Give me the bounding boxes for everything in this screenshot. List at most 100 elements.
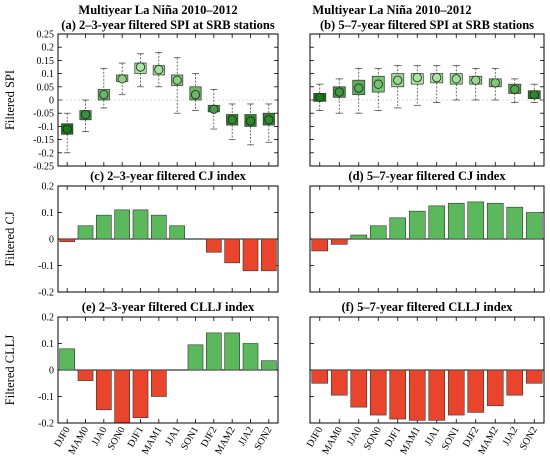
mean-marker-JJA2 <box>245 116 256 126</box>
panel-title: (d) 5–7-year filtered CJ index <box>348 169 506 183</box>
bar-MAM1 <box>408 210 426 240</box>
mean-marker-MAM0 <box>334 87 344 97</box>
mean-marker-SON1 <box>451 74 461 84</box>
mean-marker-JJA2 <box>510 84 520 95</box>
y-tick-label: 0 <box>49 235 54 246</box>
bar-DJF0 <box>59 348 75 371</box>
mean-marker-JJA0 <box>99 90 109 100</box>
bar-JJA2 <box>242 343 259 371</box>
mean-marker-DJF0 <box>62 124 72 134</box>
y-tick-label: 0.1 <box>42 208 55 219</box>
bar-SON2 <box>261 238 277 272</box>
y-tick-label: 0 <box>49 96 54 107</box>
y-tick-label: -0.1 <box>38 392 54 403</box>
bar-SON0 <box>114 369 130 424</box>
x-tick-label: SON0 <box>106 425 128 452</box>
x-tick-label: SON2 <box>252 425 274 452</box>
mean-marker-DJF1 <box>393 75 403 85</box>
x-tick-label: SON0 <box>362 425 384 452</box>
bar-SON1 <box>447 202 465 240</box>
y-tick-label: -0.25 <box>33 162 54 173</box>
panel-title: (b) 5–7-year filtered SPI at SRB station… <box>320 18 534 32</box>
panel-title: (f) 5–7-year filtered CLLJ index <box>341 300 513 314</box>
x-tick-label: JJA1 <box>423 425 443 448</box>
y-tick-label: 0.1 <box>42 69 55 80</box>
mean-marker-SON0 <box>117 74 127 84</box>
panel-title: (c) 2–3-year filtered CJ index <box>90 169 246 183</box>
y-tick-label: 0.1 <box>42 339 55 350</box>
panels: (a) 2–3-year filtered SPI at SRB station… <box>3 18 545 456</box>
bar-SON1 <box>187 344 204 371</box>
bar-SON2 <box>261 360 277 371</box>
y-axis-label: Filtered SPI <box>3 70 17 130</box>
bar-DJF0 <box>59 238 75 242</box>
y-tick-label: -0.1 <box>38 261 54 272</box>
plot-frame <box>309 316 545 424</box>
y-tick-label: -0.05 <box>33 109 54 120</box>
bar-SON2 <box>525 369 543 384</box>
y-tick-label: -0.1 <box>38 122 54 133</box>
y-tick-label: -0.2 <box>38 288 54 299</box>
mean-marker-MAM1 <box>154 65 164 75</box>
y-tick-label: -0.2 <box>38 148 54 159</box>
mean-marker-MAM2 <box>490 78 500 88</box>
bar-DJF1 <box>132 209 149 240</box>
y-tick-label: 0.25 <box>37 30 55 41</box>
y-tick-label: -0.15 <box>33 135 54 146</box>
plot-frame <box>309 33 545 167</box>
x-tick-label: SON1 <box>179 425 201 452</box>
bar-DJF2 <box>467 201 485 240</box>
x-tick-label: SON2 <box>518 425 540 452</box>
bar-DJF0 <box>311 238 329 252</box>
y-tick-label: 0.2 <box>42 313 55 324</box>
bar-MAM2 <box>486 202 504 240</box>
mean-marker-SON0 <box>373 79 383 89</box>
bar-JJA2 <box>242 238 259 272</box>
mean-marker-SON2 <box>264 115 274 125</box>
panel-title: (a) 2–3-year filtered SPI at SRB station… <box>61 18 275 32</box>
panel-title: (e) 2–3-year filtered CLLJ index <box>82 300 255 314</box>
panel-b: (b) 5–7-year filtered SPI at SRB station… <box>309 18 545 167</box>
suptitle-right: Multiyear La Niña 2010–2012 <box>312 3 471 17</box>
mean-marker-MAM2 <box>227 115 237 125</box>
bar-JJA0 <box>96 369 112 411</box>
mean-marker-SON1 <box>190 90 201 100</box>
plot-frame <box>57 185 279 293</box>
bar-SON1 <box>447 369 465 416</box>
mean-marker-MAM0 <box>80 109 91 120</box>
bar-DJF1 <box>132 369 149 419</box>
bar-MAM1 <box>408 369 426 421</box>
mean-marker-DJF2 <box>471 75 481 85</box>
bar-JJA1 <box>169 225 185 240</box>
bar-MAM1 <box>151 369 167 397</box>
bar-DJF2 <box>206 332 222 371</box>
bar-DJF1 <box>389 217 407 240</box>
mean-marker-DJF2 <box>209 104 219 114</box>
y-tick-label: 0.15 <box>37 56 55 67</box>
x-tick-label: JJA0 <box>345 425 365 448</box>
bar-MAM2 <box>224 332 240 371</box>
y-tick-label: 0.2 <box>42 182 55 193</box>
y-tick-label: 0.05 <box>37 82 55 93</box>
bar-MAM0 <box>330 369 348 396</box>
bar-DJF1 <box>389 369 407 420</box>
bar-JJA2 <box>506 206 524 240</box>
bar-JJA0 <box>96 214 112 240</box>
bar-DJF0 <box>311 369 329 384</box>
bar-JJA2 <box>506 369 524 396</box>
panel-d: (d) 5–7-year filtered CJ index <box>309 169 545 293</box>
bar-JJA1 <box>428 205 446 240</box>
bar-SON0 <box>369 369 387 416</box>
bar-DJF2 <box>206 238 222 253</box>
x-tick-label: JJA2 <box>501 425 521 448</box>
panel-c: (c) 2–3-year filtered CJ index Filtered C… <box>3 169 279 299</box>
y-axis-label: Filtered CLLJ <box>3 335 17 406</box>
plot-frame <box>57 33 279 167</box>
bar-JJA1 <box>428 369 446 421</box>
mean-marker-JJA1 <box>432 72 442 83</box>
mean-marker-MAM1 <box>412 72 422 83</box>
y-tick-label: -0.2 <box>38 419 54 430</box>
bar-DJF2 <box>467 369 485 413</box>
bar-SON0 <box>114 209 130 240</box>
bar-SON0 <box>369 225 387 240</box>
